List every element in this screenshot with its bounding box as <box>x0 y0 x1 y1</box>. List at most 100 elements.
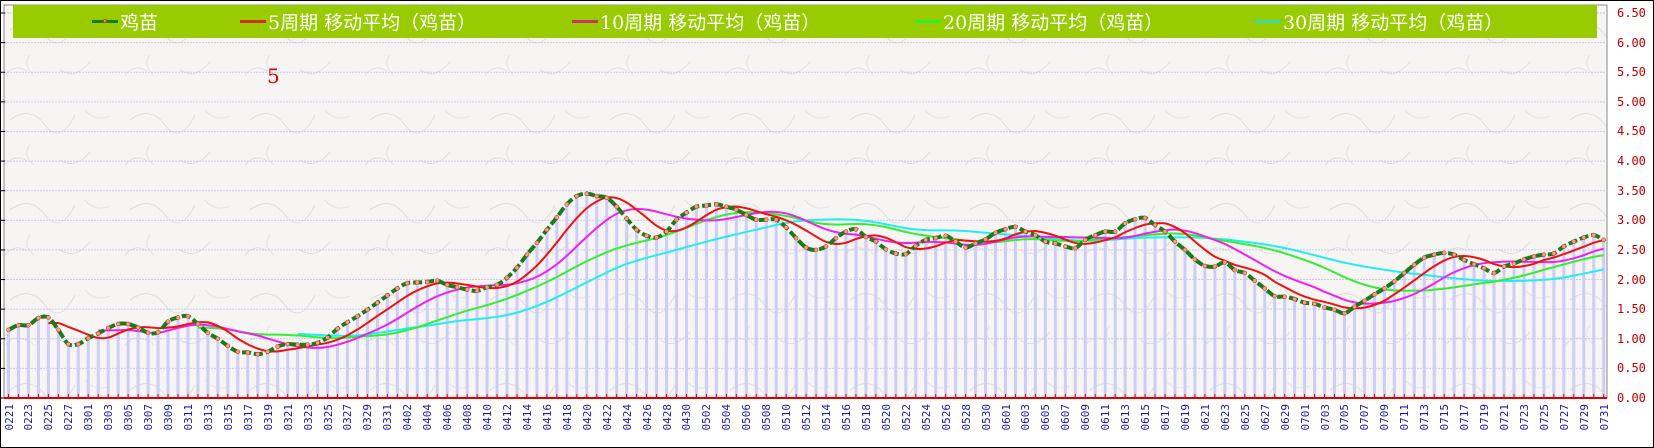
data-bar <box>1522 259 1526 398</box>
data-point <box>724 204 729 209</box>
data-bar <box>784 227 788 398</box>
data-point <box>1102 229 1108 234</box>
data-point <box>165 319 171 324</box>
data-bar <box>864 236 868 398</box>
data-bar <box>934 238 938 398</box>
data-bar <box>415 282 419 398</box>
data-point <box>644 233 649 239</box>
data-bar <box>136 327 140 398</box>
data-bar <box>445 284 449 398</box>
data-bar <box>176 317 180 398</box>
data-bar <box>1313 303 1317 398</box>
data-bar <box>834 238 838 398</box>
x-tick-label: 0621 <box>1198 404 1212 431</box>
data-point <box>933 235 939 241</box>
data-bar <box>1512 263 1516 398</box>
data-point <box>973 241 978 246</box>
data-point <box>1601 237 1606 243</box>
data-bar <box>1422 257 1426 398</box>
legend-label: 10周期 移动平均（鸡苗） <box>600 12 821 34</box>
legend-item-ma5: 5周期 移动平均（鸡苗） <box>240 5 476 38</box>
data-bar <box>625 218 629 398</box>
data-point <box>1122 220 1128 226</box>
legend-item-ma30: 30周期 移动平均（鸡苗） <box>1255 5 1503 38</box>
data-point <box>414 280 420 285</box>
legend-item-main: 鸡苗 <box>92 5 158 38</box>
data-point <box>1421 255 1427 260</box>
data-point <box>235 349 241 355</box>
data-point <box>1033 232 1038 238</box>
data-point <box>1352 304 1357 310</box>
data-point <box>1142 215 1148 221</box>
x-tick-label: 0615 <box>1139 404 1153 431</box>
data-point <box>195 321 201 327</box>
data-point <box>843 229 849 234</box>
data-point <box>1282 294 1287 300</box>
data-bar <box>1243 273 1247 398</box>
data-point <box>464 287 470 292</box>
data-bar <box>714 204 718 398</box>
data-bar <box>375 302 379 398</box>
x-tick-label: 0510 <box>780 404 794 431</box>
x-tick-label: 0611 <box>1099 404 1113 431</box>
data-bar <box>1562 246 1566 398</box>
data-point <box>185 313 191 319</box>
x-tick-label: 0319 <box>261 404 275 431</box>
data-bar <box>515 267 519 398</box>
data-point <box>943 233 948 239</box>
legend: 鸡苗 5周期 移动平均（鸡苗） 10周期 移动平均（鸡苗） 20周期 移动平均（… <box>13 5 1597 38</box>
data-bar <box>1532 256 1536 398</box>
data-point <box>1511 261 1517 266</box>
data-point <box>1521 257 1527 262</box>
x-tick-label: 0719 <box>1478 404 1492 431</box>
data-bar <box>1233 270 1237 398</box>
data-point <box>823 244 829 249</box>
x-tick-label: 0526 <box>939 404 953 431</box>
x-tick-label: 0323 <box>301 404 315 431</box>
data-bar <box>994 232 998 398</box>
data-bar <box>156 332 160 398</box>
x-tick-label: 0317 <box>241 404 255 431</box>
data-bar <box>1502 266 1506 398</box>
data-bar <box>665 231 669 398</box>
data-bar <box>1462 259 1466 398</box>
x-tick-label: 0711 <box>1398 404 1412 431</box>
data-bar <box>395 288 399 398</box>
data-point <box>813 247 819 253</box>
x-tick-label: 0321 <box>281 404 295 431</box>
data-point <box>16 322 21 328</box>
data-point <box>56 327 61 333</box>
legend-marker-ma5 <box>240 20 266 23</box>
y-tick-label: 6.00 <box>1617 35 1646 50</box>
data-point <box>424 279 430 285</box>
data-bar <box>1153 225 1157 398</box>
series-line-ma10 <box>98 207 1604 349</box>
data-bar <box>1103 231 1107 398</box>
data-bar <box>904 254 908 398</box>
data-bar <box>256 354 260 398</box>
data-bar <box>1542 254 1546 398</box>
data-bar <box>655 237 659 398</box>
data-bar <box>824 246 828 398</box>
data-bar <box>1223 262 1227 398</box>
data-bar <box>525 254 529 398</box>
x-tick-label: 0524 <box>919 404 933 431</box>
data-point <box>654 235 659 240</box>
x-tick-label: 0723 <box>1517 404 1531 431</box>
data-bar <box>495 284 499 398</box>
data-point <box>1382 286 1387 291</box>
data-bar <box>46 317 50 398</box>
data-point <box>1392 279 1397 284</box>
data-bar <box>126 323 130 398</box>
data-point <box>1112 229 1118 234</box>
data-point <box>225 343 231 349</box>
data-point <box>793 235 799 241</box>
data-bar <box>36 318 40 398</box>
x-tick-label: 0313 <box>201 404 215 431</box>
data-bar <box>7 329 10 398</box>
data-bar <box>26 325 30 398</box>
y-tick-label: 0.00 <box>1617 391 1646 405</box>
legend-marker-main <box>92 19 118 23</box>
data-point <box>913 243 919 249</box>
data-point <box>1192 257 1198 262</box>
